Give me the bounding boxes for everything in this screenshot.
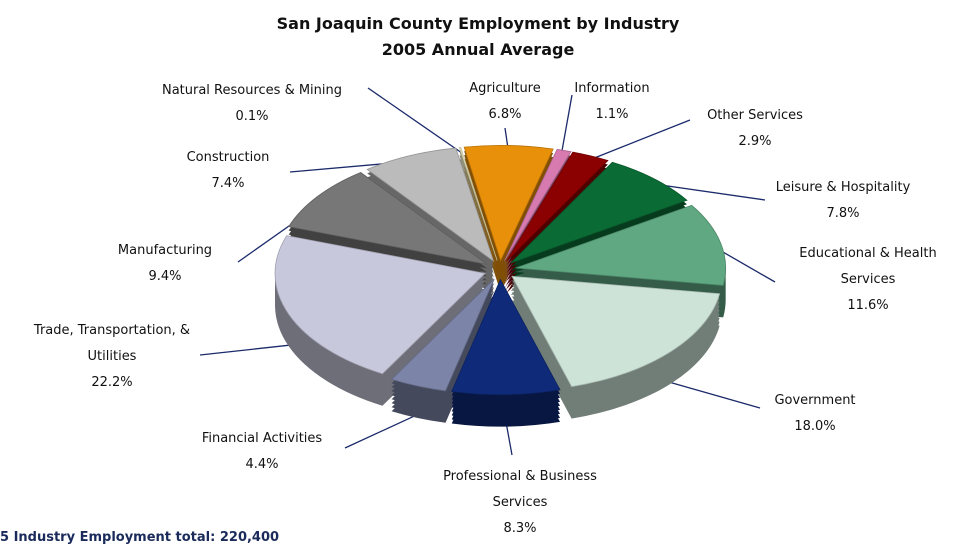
chart-subtitle: 2005 Annual Average (381, 40, 575, 59)
slice-label: Other Services 2.9% (690, 103, 820, 155)
slice-label: Educational & Health Services 11.6% (783, 241, 953, 319)
value-label: 9.4% (148, 269, 182, 284)
category-name: Agriculture (469, 81, 541, 96)
slice (506, 151, 609, 262)
slice (511, 275, 721, 388)
value-label: 2.9% (738, 134, 772, 149)
category-name: Educational & Health Services (799, 246, 937, 287)
value-label: 0.1% (235, 109, 269, 124)
value-label: 11.6% (847, 298, 889, 313)
slice-side (459, 155, 498, 269)
leader-line (586, 119, 691, 162)
value-label: 6.8% (488, 107, 522, 122)
category-name: Construction (186, 150, 270, 165)
slice (515, 204, 727, 286)
slice-label: Agriculture 6.8% (445, 76, 565, 128)
slice-label: Trade, Transportation, & Utilities 22.2% (17, 318, 207, 396)
value-label: 7.8% (826, 206, 860, 221)
slice-label: Natural Resources & Mining 0.1% (137, 78, 367, 130)
category-name: Financial Activities (201, 431, 323, 446)
slice-side (459, 151, 498, 265)
slice-label: Leisure & Hospitality 7.8% (753, 175, 933, 227)
leader-line (199, 343, 299, 356)
category-name: Information (574, 81, 650, 96)
slice (390, 278, 495, 392)
leader-line (662, 379, 761, 409)
slice-label: Manufacturing 9.4% (100, 238, 230, 290)
slice-label: Professional & Business Services 8.3% (430, 464, 610, 542)
category-name: Trade, Transportation, & Utilities (33, 323, 191, 364)
value-label: 7.4% (211, 176, 245, 191)
slice-label: Construction 7.4% (168, 145, 288, 197)
value-label: 22.2% (91, 375, 133, 390)
slice (458, 146, 498, 261)
slice (463, 145, 554, 262)
leader-line (367, 87, 463, 154)
slice (510, 161, 688, 264)
slice (504, 149, 572, 262)
category-name: Natural Resources & Mining (161, 83, 343, 98)
value-label: 1.1% (595, 107, 629, 122)
leader-line (560, 94, 573, 157)
footnote: 5 Industry Employment total: 220,400 (0, 530, 280, 545)
category-name: Government (774, 393, 856, 408)
value-label: 8.3% (503, 521, 537, 536)
slice-label: Information 1.1% (562, 76, 662, 128)
category-name: Other Services (707, 108, 803, 123)
category-name: Leisure & Hospitality (775, 180, 911, 195)
slice (451, 278, 561, 395)
slice-label: Government 18.0% (755, 388, 875, 440)
slice (274, 235, 486, 375)
value-label: 4.4% (245, 457, 279, 472)
slice (288, 172, 488, 265)
leader-line (344, 412, 422, 449)
slice (366, 147, 495, 263)
chart-title: San Joaquin County Employment by Industr… (276, 14, 680, 33)
slice-label: Financial Activities 4.4% (177, 426, 347, 478)
category-name: Professional & Business Services (443, 469, 597, 510)
category-name: Manufacturing (117, 243, 213, 258)
value-label: 18.0% (794, 419, 836, 434)
